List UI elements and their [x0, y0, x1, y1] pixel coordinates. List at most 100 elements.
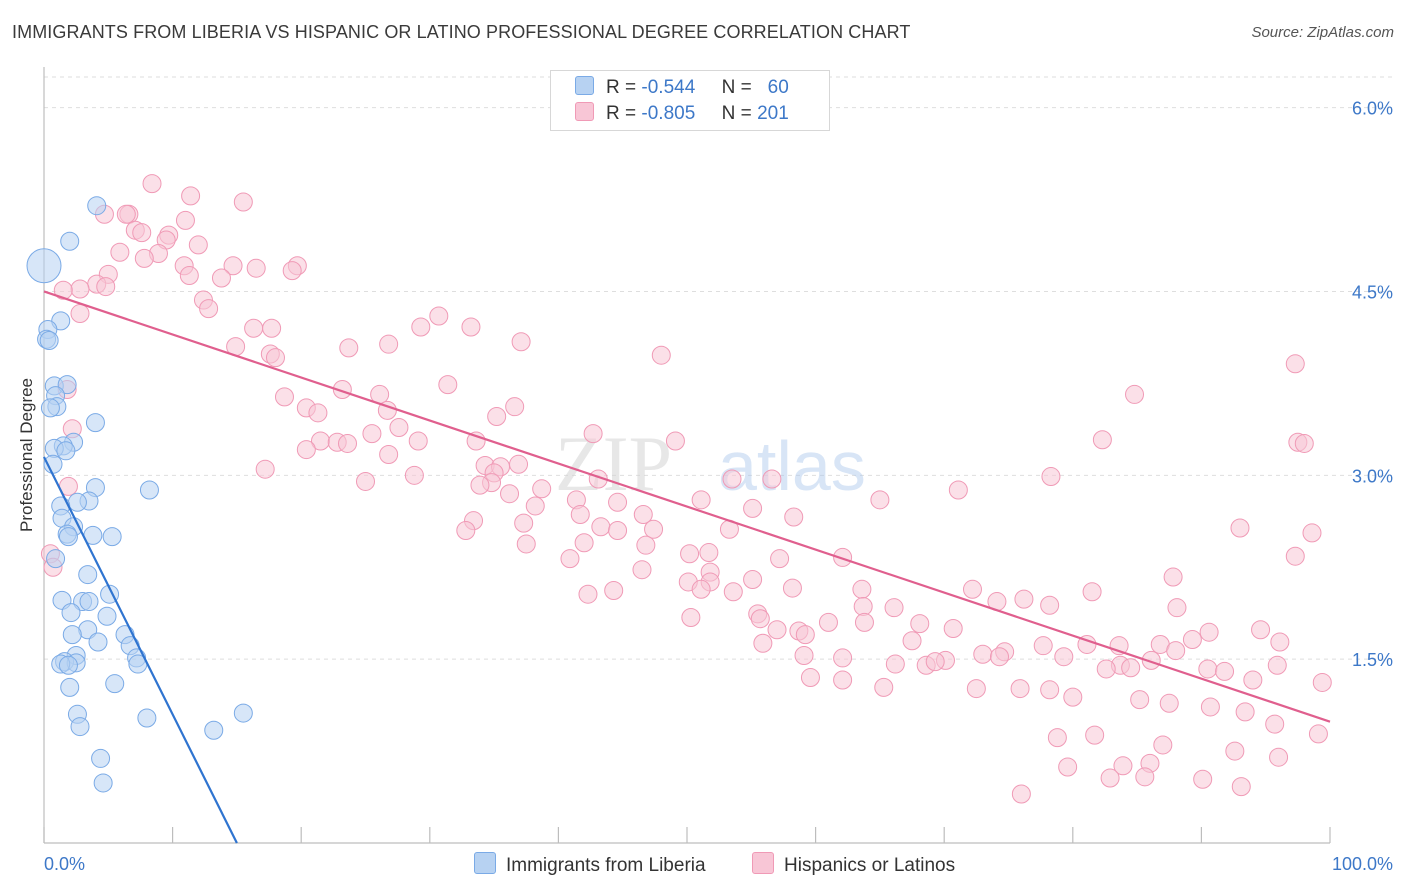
point-hispanics	[608, 520, 628, 540]
legend-r-value: -0.805	[641, 103, 696, 124]
point-hispanics	[925, 652, 945, 672]
point-hispanics	[233, 192, 253, 212]
point-hispanics	[438, 375, 458, 395]
point-hispanics	[199, 299, 219, 319]
point-hispanics	[1163, 567, 1183, 587]
point-hispanics	[884, 598, 904, 618]
point-hispanics	[1082, 582, 1102, 602]
point-hispanics	[487, 406, 507, 426]
legend-item-liberia: Immigrants from Liberia	[474, 852, 706, 877]
point-hispanics	[1265, 714, 1285, 734]
legend-n-value: 60	[767, 77, 789, 98]
point-hispanics	[910, 614, 930, 634]
legend-n-label: N =	[721, 103, 752, 124]
point-hispanics	[53, 280, 73, 300]
point-hispanics	[770, 549, 790, 569]
point-hispanics	[142, 174, 162, 194]
legend-label-liberia: Immigrants from Liberia	[506, 855, 706, 876]
point-hispanics	[296, 440, 316, 460]
y-tick-label: 4.5%	[1352, 282, 1393, 302]
point-hispanics	[246, 258, 266, 278]
point-liberia	[102, 527, 122, 547]
point-hispanics	[1159, 693, 1179, 713]
point-liberia	[57, 375, 77, 395]
point-hispanics	[1014, 589, 1034, 609]
point-hispanics	[389, 418, 409, 438]
point-hispanics	[1166, 641, 1186, 661]
point-hispanics	[1011, 784, 1031, 804]
point-hispanics	[1235, 702, 1255, 722]
point-hispanics	[852, 579, 872, 599]
point-hispanics	[244, 318, 264, 338]
point-hispanics	[379, 334, 399, 354]
point-liberia	[78, 565, 98, 585]
point-hispanics	[362, 424, 382, 444]
point-hispanics	[181, 186, 201, 206]
legend-swatch-hispanics	[575, 102, 594, 121]
point-hispanics	[854, 612, 874, 632]
point-hispanics	[989, 647, 1009, 667]
point-hispanics	[962, 579, 982, 599]
point-hispanics	[1312, 672, 1332, 692]
point-hispanics	[723, 582, 743, 602]
y-tick-label: 1.5%	[1352, 650, 1393, 670]
point-hispanics	[511, 332, 531, 352]
point-liberia	[85, 413, 105, 433]
trend-line-liberia	[43, 456, 238, 844]
trend-lines	[43, 290, 1331, 844]
point-hispanics	[179, 266, 199, 286]
legend-r-label: R =	[606, 103, 637, 124]
point-hispanics	[833, 670, 853, 690]
point-hispanics	[762, 469, 782, 489]
point-hispanics	[636, 535, 656, 555]
point-hispanics	[681, 607, 701, 627]
point-liberia	[40, 398, 60, 418]
point-hispanics	[874, 677, 894, 697]
point-hispanics	[404, 465, 424, 485]
legend-item-hispanics: Hispanics or Latinos	[752, 852, 955, 877]
point-hispanics	[1054, 647, 1074, 667]
point-liberia	[60, 677, 80, 697]
point-liberia	[87, 196, 107, 216]
point-hispanics	[1285, 354, 1305, 374]
point-hispanics	[570, 505, 590, 525]
point-hispanics	[1085, 725, 1105, 745]
point-hispanics	[1121, 658, 1141, 678]
point-hispanics	[750, 609, 770, 629]
point-liberia	[61, 603, 81, 623]
point-liberia	[62, 625, 82, 645]
point-hispanics	[337, 433, 357, 453]
point-hispanics	[1135, 767, 1155, 787]
point-hispanics	[1113, 756, 1133, 776]
point-hispanics	[1047, 728, 1067, 748]
tick-labels: 1.5% 3.0% 4.5% 6.0% 0.0% 100.0%	[44, 99, 1393, 874]
point-hispanics	[1251, 620, 1271, 640]
point-hispanics	[282, 261, 302, 281]
legend-swatch-liberia	[575, 76, 594, 95]
point-hispanics	[1182, 630, 1202, 650]
point-hispanics	[948, 480, 968, 500]
point-hispanics	[782, 578, 802, 598]
point-hispanics	[973, 644, 993, 664]
point-liberia	[60, 231, 80, 251]
point-hispanics	[870, 490, 890, 510]
point-hispanics	[1040, 680, 1060, 700]
point-hispanics	[1153, 735, 1173, 755]
point-hispanics	[1058, 757, 1078, 777]
point-hispanics	[1096, 659, 1116, 679]
point-hispanics	[691, 490, 711, 510]
point-hispanics	[70, 279, 90, 299]
point-hispanics	[274, 387, 294, 407]
point-liberia	[26, 248, 62, 284]
point-hispanics	[509, 454, 529, 474]
legend-n-label: N =	[721, 77, 752, 98]
point-hispanics	[574, 533, 594, 553]
point-hispanics	[1198, 659, 1218, 679]
point-hispanics	[1141, 650, 1161, 670]
point-hispanics	[408, 431, 428, 451]
point-hispanics	[339, 338, 359, 358]
point-hispanics	[1130, 690, 1150, 710]
legend-row-liberia: R = -0.544 N = 60	[575, 76, 789, 98]
point-hispanics	[132, 223, 152, 243]
point-hispanics	[456, 520, 476, 540]
